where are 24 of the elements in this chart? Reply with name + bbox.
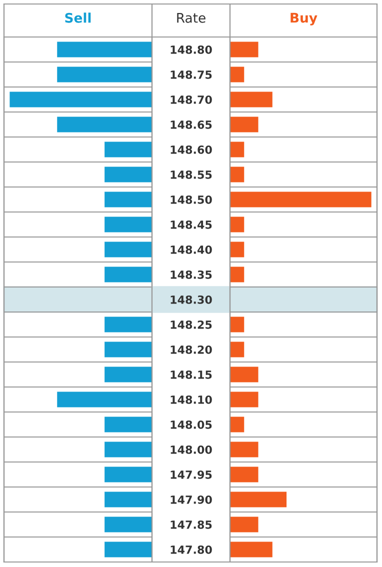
y-tick-label: 148.35 <box>170 270 212 279</box>
series-label: Sell <box>65 12 91 23</box>
y-tick-label: 148.05 <box>170 420 212 429</box>
text: Buy <box>290 12 318 26</box>
y-tick-label: 148.30 <box>170 295 212 304</box>
y-tick-label: 148.65 <box>170 120 212 129</box>
y-tick-label: 148.40 <box>170 245 212 254</box>
y-tick-label: 148.45 <box>170 220 212 229</box>
y-tick-label: 148.20 <box>170 345 212 354</box>
y-tick-label: 148.75 <box>170 70 212 79</box>
y-tick-label: 148.80 <box>170 45 212 54</box>
y-tick-label: 148.60 <box>170 145 212 154</box>
y-tick-label: 147.95 <box>170 470 212 479</box>
y-tick-label: 148.55 <box>170 170 212 179</box>
y-tick-label: 147.90 <box>170 495 212 504</box>
y-tick-label: 148.00 <box>170 445 212 454</box>
y-tick-label: 148.15 <box>170 370 212 379</box>
y-tick-label: 147.85 <box>170 520 212 529</box>
y-axis-title: Rate <box>177 13 206 23</box>
y-tick-label: 148.50 <box>170 195 212 204</box>
y-tick-label: 148.70 <box>170 95 212 104</box>
y-tick-label: 148.25 <box>170 320 212 329</box>
y-tick-label: 148.10 <box>170 395 212 404</box>
y-tick-label: 147.80 <box>170 545 212 554</box>
